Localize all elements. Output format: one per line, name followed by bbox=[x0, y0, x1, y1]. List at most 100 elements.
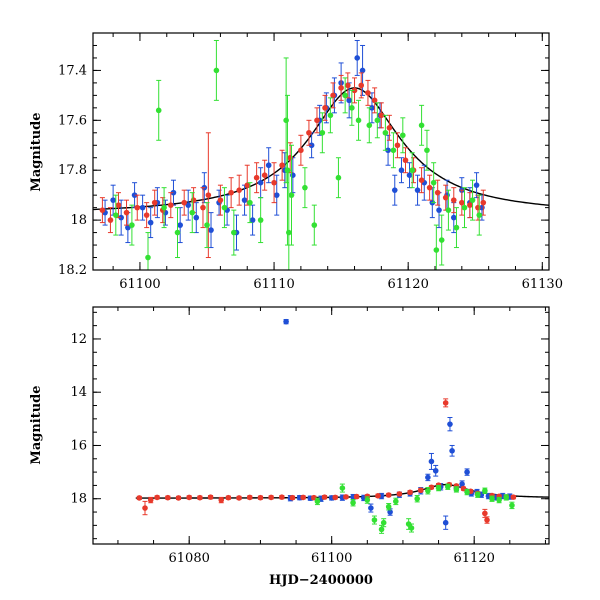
red-data-point bbox=[147, 497, 154, 503]
red-data-point bbox=[123, 209, 130, 216]
blue-data-point bbox=[241, 197, 248, 203]
blue-data-point bbox=[265, 162, 272, 169]
green-data-point bbox=[221, 204, 228, 211]
bottom-y-tick-label: 12 bbox=[70, 332, 87, 347]
green-data-point bbox=[433, 247, 440, 253]
red-data-point bbox=[186, 494, 192, 501]
green-data-point bbox=[371, 517, 378, 523]
blue-data-point bbox=[385, 147, 391, 154]
blue-data-point bbox=[450, 214, 457, 221]
red-data-point bbox=[200, 204, 206, 211]
green-data-point bbox=[302, 184, 308, 191]
green-data-point bbox=[385, 503, 392, 510]
bottom-plot-area bbox=[135, 318, 549, 534]
red-data-point bbox=[228, 189, 234, 196]
green-data-point bbox=[155, 107, 162, 114]
top-plot-area bbox=[93, 39, 549, 270]
bottom-x-tick-label: 61100 bbox=[311, 551, 352, 566]
top-y-axis-label: Magnitude bbox=[29, 112, 44, 191]
red-data-point bbox=[322, 105, 328, 111]
red-data-point bbox=[136, 495, 143, 501]
red-data-point bbox=[197, 494, 203, 501]
green-data-point bbox=[319, 129, 326, 136]
green-data-point bbox=[288, 192, 295, 198]
green-data-point bbox=[286, 229, 292, 236]
red-data-point bbox=[311, 494, 317, 501]
blue-data-point bbox=[290, 172, 296, 178]
green-data-point bbox=[496, 497, 502, 503]
top-y-tick-label: 18.2 bbox=[58, 263, 87, 278]
blue-data-point bbox=[359, 67, 366, 74]
red-data-point bbox=[402, 157, 409, 164]
top-y-tick-label: 17.6 bbox=[58, 113, 87, 128]
top-x-tick-label: 61100 bbox=[119, 277, 160, 292]
blue-data-point bbox=[425, 474, 431, 481]
red-data-point bbox=[99, 207, 106, 213]
blue-data-point bbox=[447, 421, 453, 427]
red-data-point bbox=[338, 85, 344, 91]
blue-data-point bbox=[354, 55, 361, 61]
blue-data-point bbox=[464, 469, 470, 475]
red-data-point bbox=[246, 494, 253, 501]
green-data-point bbox=[342, 92, 348, 99]
red-data-point bbox=[289, 494, 296, 501]
green-data-point bbox=[425, 487, 431, 494]
red-data-point bbox=[351, 87, 358, 94]
red-data-point bbox=[484, 517, 490, 523]
red-data-point bbox=[306, 129, 312, 136]
green-data-point bbox=[390, 147, 397, 154]
red-data-point bbox=[268, 494, 274, 501]
red-data-point bbox=[418, 177, 425, 183]
red-data-point bbox=[375, 493, 381, 499]
top-model-curve bbox=[93, 87, 549, 211]
green-data-point bbox=[430, 179, 437, 186]
red-data-point bbox=[279, 494, 285, 500]
red-data-point bbox=[394, 142, 401, 149]
blue-data-point bbox=[346, 97, 352, 104]
blue-data-point bbox=[432, 467, 439, 474]
red-data-point bbox=[165, 494, 171, 501]
red-data-point bbox=[330, 92, 336, 99]
red-data-point bbox=[217, 197, 224, 203]
top-x-tick-label: 61130 bbox=[522, 277, 563, 292]
red-data-point bbox=[190, 197, 197, 203]
red-data-point bbox=[459, 199, 465, 206]
top-axis-ticks: 61100 61110 61120 61130 17.4 17.6 17.8 18 18.2 bbox=[58, 32, 563, 292]
red-data-point bbox=[343, 494, 349, 500]
red-data-point bbox=[371, 97, 378, 104]
bottom-y-tick-label: 18 bbox=[70, 492, 87, 507]
bottom-y-axis-label: Magnitude bbox=[29, 385, 44, 464]
red-data-point bbox=[175, 495, 182, 501]
green-data-point bbox=[231, 229, 237, 236]
green-data-point bbox=[204, 222, 210, 228]
red-data-point bbox=[434, 189, 441, 196]
green-data-point bbox=[366, 122, 373, 129]
green-data-point bbox=[509, 502, 515, 509]
green-data-point bbox=[350, 499, 356, 506]
green-data-point bbox=[424, 147, 430, 154]
green-data-point bbox=[482, 487, 488, 494]
red-data-point bbox=[205, 192, 212, 198]
green-data-point bbox=[393, 498, 399, 505]
green-data-point bbox=[327, 112, 334, 119]
blue-data-point bbox=[177, 222, 183, 228]
blue-data-point bbox=[368, 505, 374, 511]
blue-data-point bbox=[273, 192, 280, 198]
red-data-point bbox=[385, 492, 392, 498]
green-data-point bbox=[382, 129, 389, 136]
red-data-point bbox=[115, 202, 122, 208]
red-data-point bbox=[510, 494, 517, 500]
blue-data-point bbox=[257, 179, 264, 186]
green-data-point bbox=[349, 105, 355, 111]
red-data-point bbox=[143, 212, 150, 218]
blue-data-point bbox=[449, 447, 455, 454]
red-data-point bbox=[442, 194, 449, 201]
red-data-point bbox=[314, 117, 320, 124]
blue-data-point bbox=[131, 192, 138, 198]
green-data-point bbox=[453, 486, 460, 493]
red-data-point bbox=[345, 82, 351, 89]
red-data-point bbox=[236, 495, 242, 501]
red-data-point bbox=[450, 197, 457, 203]
red-data-point bbox=[332, 494, 339, 501]
green-data-point bbox=[461, 204, 468, 211]
